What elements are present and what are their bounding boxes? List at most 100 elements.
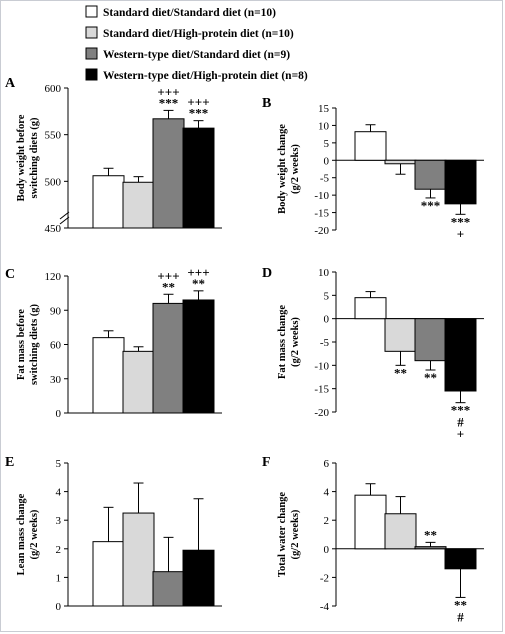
axis-break-mark bbox=[59, 216, 70, 225]
bar bbox=[354, 494, 387, 550]
bar bbox=[384, 318, 417, 352]
y-tick-label: 5 bbox=[56, 458, 62, 470]
panel-c: C 0 30 60 90 120 Fat mass before switching diet… bbox=[5, 265, 222, 420]
y-tick-label: -5 bbox=[320, 173, 330, 185]
legend-swatch bbox=[85, 26, 98, 39]
y-tick-label: 6 bbox=[324, 458, 330, 470]
y-tick-label: -5 bbox=[320, 337, 330, 349]
significance-label: +++ bbox=[187, 95, 209, 110]
bar bbox=[92, 175, 125, 229]
y-tick-label: 1 bbox=[56, 572, 62, 584]
y-tick-label: -15 bbox=[314, 208, 329, 220]
y-tick-label: -15 bbox=[314, 384, 329, 396]
y-axis-label: switching diets (g) bbox=[29, 117, 40, 199]
bar bbox=[414, 546, 447, 550]
legend-label: Standard diet/Standard diet (n=10) bbox=[103, 7, 276, 19]
panel-letter: C bbox=[5, 267, 15, 282]
bar bbox=[122, 512, 155, 607]
y-tick-label: 10 bbox=[318, 267, 330, 279]
legend-label: Western-type diet/High-protein diet (n=8… bbox=[103, 70, 308, 82]
y-axis-label: (g/2 weeks) bbox=[29, 509, 40, 559]
significance-label: +++ bbox=[157, 84, 179, 99]
significance-label: *** bbox=[159, 95, 179, 110]
bar bbox=[152, 571, 185, 607]
significance-label: *** bbox=[189, 106, 209, 121]
y-tick-label: 60 bbox=[50, 340, 62, 352]
y-tick-label: 450 bbox=[45, 223, 62, 235]
legend-swatch bbox=[85, 5, 98, 18]
significance-label: ** bbox=[454, 597, 467, 612]
y-tick-label: 0 bbox=[324, 314, 330, 326]
panel-e: E 0 1 2 3 4 5 Lean mass change (g/2 weeks) bbox=[5, 455, 222, 613]
significance-label: + bbox=[457, 427, 464, 442]
legend-label: Standard diet/High-protein diet (n=10) bbox=[103, 28, 294, 40]
y-tick-label: 30 bbox=[50, 374, 62, 386]
y-tick-label: -20 bbox=[314, 225, 329, 237]
y-tick-label: 5 bbox=[324, 138, 330, 150]
panel-f: F -4 -2 0 2 4 6 Total water change (g/2 weeks) **… bbox=[262, 455, 484, 624]
significance-label: *** bbox=[451, 403, 471, 418]
bar bbox=[182, 299, 215, 414]
bar bbox=[444, 318, 477, 392]
legend-swatch bbox=[85, 47, 98, 60]
panel-letter: D bbox=[262, 266, 272, 281]
y-axis-label: switching diets (g) bbox=[29, 303, 40, 385]
y-tick-label: 0 bbox=[324, 544, 330, 556]
y-tick-label: 90 bbox=[50, 305, 62, 317]
y-tick-label: -2 bbox=[320, 572, 329, 584]
panel-letter: F bbox=[262, 455, 271, 470]
y-tick-label: 4 bbox=[324, 487, 330, 499]
y-tick-label: 2 bbox=[56, 544, 62, 556]
significance-label: *** bbox=[421, 198, 441, 213]
bar bbox=[354, 297, 387, 320]
bar bbox=[122, 350, 155, 414]
y-tick-label: 500 bbox=[45, 176, 62, 188]
bar bbox=[384, 159, 417, 165]
bar bbox=[354, 131, 387, 161]
y-tick-label: 600 bbox=[45, 83, 62, 95]
y-tick-label: -4 bbox=[320, 601, 330, 613]
y-tick-label: 0 bbox=[56, 408, 62, 420]
significance-label: +++ bbox=[157, 268, 179, 283]
panel-letter: B bbox=[262, 96, 271, 111]
bar bbox=[444, 548, 477, 570]
y-tick-label: 5 bbox=[324, 290, 330, 302]
y-tick-label: -10 bbox=[314, 190, 329, 202]
y-tick-label: 550 bbox=[45, 130, 62, 142]
significance-label: # bbox=[457, 415, 464, 430]
bar bbox=[92, 541, 125, 607]
y-tick-label: 120 bbox=[45, 271, 62, 283]
panel-b: B -20 -15 -10 -5 0 5 10 15 Body weight change (g/2… bbox=[262, 96, 484, 241]
bar bbox=[122, 181, 155, 229]
y-axis-label: (g/2 weeks) bbox=[290, 144, 301, 194]
y-axis-label: Body weight change bbox=[277, 124, 288, 214]
significance-label: # bbox=[457, 609, 464, 624]
y-tick-label: 2 bbox=[324, 515, 330, 527]
y-axis-label: Fat mass change bbox=[277, 305, 288, 379]
significance-label: ** bbox=[162, 279, 175, 294]
significance-label: ** bbox=[424, 527, 437, 542]
significance-label: ** bbox=[192, 276, 205, 291]
bar bbox=[444, 159, 477, 205]
panel-letter: A bbox=[5, 76, 16, 91]
y-axis-label: (g/2 weeks) bbox=[290, 509, 301, 559]
significance-label: + bbox=[457, 226, 464, 241]
y-axis-label: Total water change bbox=[277, 492, 288, 578]
y-tick-label: 3 bbox=[56, 515, 62, 527]
y-tick-label: 0 bbox=[56, 601, 62, 613]
y-tick-label: 4 bbox=[56, 487, 62, 499]
bar bbox=[414, 159, 447, 190]
y-tick-label: -10 bbox=[314, 360, 329, 372]
y-axis-label: (g/2 weeks) bbox=[290, 317, 301, 367]
panel-d: D -20 -15 -10 -5 0 5 10 Fat mass change (g/2 week… bbox=[262, 266, 484, 442]
bar bbox=[92, 337, 125, 414]
bar bbox=[414, 318, 447, 362]
y-axis-label: Body weight before bbox=[16, 114, 27, 201]
significance-label: +++ bbox=[187, 265, 209, 280]
bar bbox=[152, 118, 185, 229]
panel-a: A 450 500 550 600 Body weight before switching… bbox=[5, 76, 222, 235]
bar bbox=[182, 127, 215, 229]
significance-label: ** bbox=[424, 370, 437, 385]
significance-label: ** bbox=[394, 365, 407, 380]
